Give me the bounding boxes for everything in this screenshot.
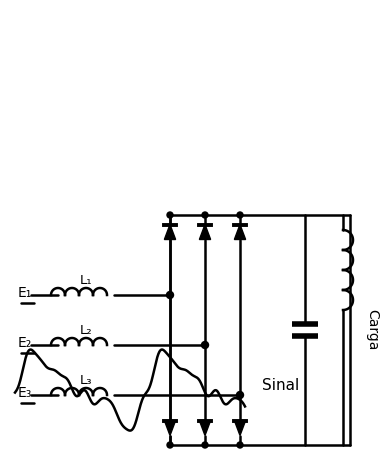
- Circle shape: [201, 342, 209, 349]
- Text: E₃: E₃: [18, 386, 32, 400]
- Circle shape: [237, 442, 243, 448]
- Text: Carga: Carga: [365, 309, 379, 351]
- Text: E₂: E₂: [18, 336, 32, 350]
- Circle shape: [202, 442, 208, 448]
- Polygon shape: [234, 224, 245, 239]
- Circle shape: [236, 391, 244, 399]
- Polygon shape: [165, 224, 176, 239]
- Circle shape: [237, 212, 243, 218]
- Polygon shape: [165, 420, 176, 435]
- Text: L₃: L₃: [80, 374, 92, 388]
- Circle shape: [202, 212, 208, 218]
- Polygon shape: [200, 420, 211, 435]
- Circle shape: [167, 442, 173, 448]
- Circle shape: [167, 212, 173, 218]
- Text: Sinal: Sinal: [262, 378, 299, 393]
- Text: L₁: L₁: [80, 274, 92, 288]
- Polygon shape: [234, 420, 245, 435]
- Text: E₁: E₁: [18, 286, 32, 300]
- Circle shape: [166, 292, 174, 298]
- Polygon shape: [200, 224, 211, 239]
- Text: L₂: L₂: [80, 324, 92, 338]
